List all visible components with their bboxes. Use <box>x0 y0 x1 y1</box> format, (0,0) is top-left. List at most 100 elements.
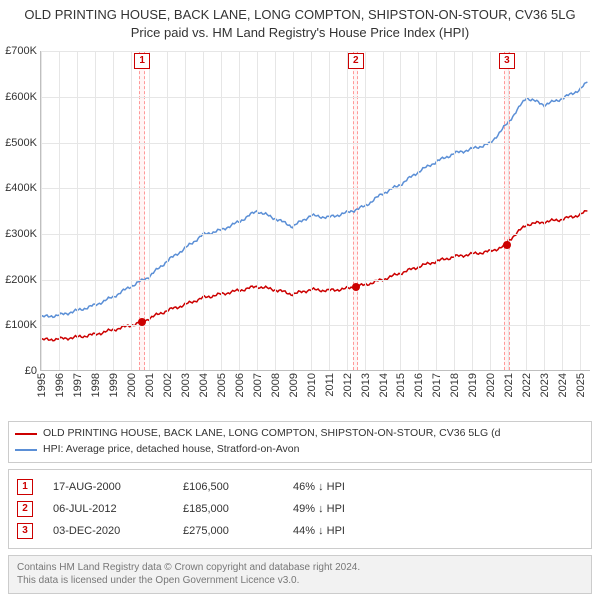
y-tick-label: £400K <box>1 182 37 194</box>
event-row: 3 03-DEC-2020 £275,000 44% ↓ HPI <box>17 520 583 542</box>
gridline-v <box>562 51 563 370</box>
x-tick-label: 2002 <box>162 373 174 397</box>
series-line <box>41 82 587 317</box>
gridline-v <box>454 51 455 370</box>
x-tick-label: 2010 <box>306 373 318 397</box>
gridline-v <box>275 51 276 370</box>
gridline-v <box>365 51 366 370</box>
y-tick-label: £0 <box>1 365 37 377</box>
legend-swatch <box>15 449 37 451</box>
legend-item: HPI: Average price, detached house, Stra… <box>15 442 585 458</box>
legend-label: OLD PRINTING HOUSE, BACK LANE, LONG COMP… <box>43 426 500 442</box>
x-tick-label: 2021 <box>503 373 515 397</box>
plot: £0£100K£200K£300K£400K£500K£600K£700K123 <box>40 51 590 371</box>
x-tick-label: 2019 <box>467 373 479 397</box>
event-date: 06-JUL-2012 <box>53 503 163 515</box>
event-date: 03-DEC-2020 <box>53 525 163 537</box>
x-tick-label: 2020 <box>485 373 497 397</box>
x-tick-label: 2004 <box>198 373 210 397</box>
gridline-v <box>203 51 204 370</box>
event-price: £275,000 <box>183 525 273 537</box>
x-tick-label: 1997 <box>72 373 84 397</box>
x-tick-label: 1999 <box>108 373 120 397</box>
x-tick-label: 2008 <box>270 373 282 397</box>
y-tick-label: £100K <box>1 319 37 331</box>
event-row: 117-AUG-2000£106,50046% ↓ HPI <box>17 476 583 498</box>
y-tick-label: £600K <box>1 91 37 103</box>
gridline-v <box>41 51 42 370</box>
legend-swatch <box>15 433 37 435</box>
x-tick-label: 2025 <box>575 373 587 397</box>
title-line1: OLD PRINTING HOUSE, BACK LANE, LONG COMP… <box>0 6 600 24</box>
event-date: 17-AUG-2000 <box>53 481 163 493</box>
gridline-v <box>490 51 491 370</box>
attribution-footer: Contains HM Land Registry data © Crown c… <box>8 555 592 594</box>
gridline-v <box>239 51 240 370</box>
event-marker-box: 3 <box>499 53 515 69</box>
x-axis-labels: 1995199619971998199920002001200220032004… <box>40 373 590 423</box>
gridline-v <box>257 51 258 370</box>
gridline-v <box>418 51 419 370</box>
event-number: 1 <box>17 479 33 495</box>
gridline-v <box>526 51 527 370</box>
gridline-v <box>149 51 150 370</box>
footer-line2: This data is licensed under the Open Gov… <box>17 574 583 588</box>
event-number: 2 <box>17 501 33 517</box>
y-tick-label: £300K <box>1 228 37 240</box>
x-tick-label: 2001 <box>144 373 156 397</box>
x-tick-label: 2022 <box>521 373 533 397</box>
gridline-v <box>221 51 222 370</box>
gridline-v <box>472 51 473 370</box>
x-tick-label: 1998 <box>90 373 102 397</box>
chart-title: OLD PRINTING HOUSE, BACK LANE, LONG COMP… <box>0 0 600 41</box>
gridline-v <box>293 51 294 370</box>
footer-line1: Contains HM Land Registry data © Crown c… <box>17 561 583 575</box>
x-tick-label: 2009 <box>288 373 300 397</box>
x-tick-label: 2016 <box>413 373 425 397</box>
event-row: 206-JUL-2012£185,00049% ↓ HPI <box>17 498 583 520</box>
x-tick-label: 2017 <box>431 373 443 397</box>
event-delta: 46% ↓ HPI <box>293 481 345 493</box>
y-tick-label: £500K <box>1 137 37 149</box>
gridline-v <box>113 51 114 370</box>
x-tick-label: 2012 <box>342 373 354 397</box>
gridline-v <box>77 51 78 370</box>
gridline-v <box>185 51 186 370</box>
series-line <box>41 211 587 341</box>
gridline-v <box>347 51 348 370</box>
gridline-v <box>167 51 168 370</box>
x-tick-label: 2003 <box>180 373 192 397</box>
event-point <box>352 283 360 291</box>
x-tick-label: 2023 <box>539 373 551 397</box>
x-tick-label: 2011 <box>324 373 336 397</box>
event-number: 3 <box>17 523 33 539</box>
event-delta: 44% ↓ HPI <box>293 525 345 537</box>
x-tick-label: 2007 <box>252 373 264 397</box>
gridline-v <box>59 51 60 370</box>
gridline-v <box>329 51 330 370</box>
x-tick-label: 2005 <box>216 373 228 397</box>
event-table: 117-AUG-2000£106,50046% ↓ HPI206-JUL-201… <box>8 469 592 549</box>
gridline-v <box>95 51 96 370</box>
legend-label: HPI: Average price, detached house, Stra… <box>43 442 299 458</box>
gridline-v <box>383 51 384 370</box>
x-tick-label: 2006 <box>234 373 246 397</box>
event-price: £185,000 <box>183 503 273 515</box>
gridline-v <box>311 51 312 370</box>
event-point <box>138 318 146 326</box>
title-line2: Price paid vs. HM Land Registry's House … <box>0 24 600 42</box>
y-tick-label: £200K <box>1 274 37 286</box>
x-tick-label: 1996 <box>54 373 66 397</box>
x-tick-label: 2013 <box>360 373 372 397</box>
x-tick-label: 2015 <box>395 373 407 397</box>
legend-item: OLD PRINTING HOUSE, BACK LANE, LONG COMP… <box>15 426 585 442</box>
x-tick-label: 2024 <box>557 373 569 397</box>
gridline-v <box>544 51 545 370</box>
gridline-v <box>436 51 437 370</box>
y-tick-label: £700K <box>1 45 37 57</box>
x-tick-label: 1995 <box>36 373 48 397</box>
event-point <box>503 241 511 249</box>
gridline-v <box>508 51 509 370</box>
x-tick-label: 2000 <box>126 373 138 397</box>
event-marker-box: 1 <box>134 53 150 69</box>
